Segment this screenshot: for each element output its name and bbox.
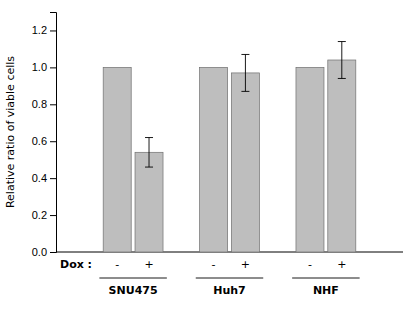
- condition-label: +: [241, 258, 250, 271]
- y-tick-label: 0.4: [32, 172, 47, 184]
- group-label: Huh7: [213, 284, 246, 297]
- y-tick-mark: [50, 104, 56, 105]
- bar: [328, 60, 356, 252]
- y-tick: 0.6: [32, 135, 56, 147]
- bar: [103, 67, 131, 252]
- bar: [296, 67, 324, 252]
- annotation: Dox :: [60, 258, 92, 271]
- group-label: SNU475: [109, 284, 158, 297]
- y-tick: 0.8: [32, 98, 56, 110]
- y-tick-label: 1.2: [32, 24, 47, 36]
- y-tick-mark: [50, 30, 56, 31]
- marks: [103, 42, 356, 252]
- group-label: NHF: [313, 284, 339, 297]
- condition-label: -: [308, 258, 312, 271]
- chart: 0.0 0.2 0.4 0.6 0.8 1.0 1.2 Relative ratio of v…: [0, 0, 413, 314]
- condition-label: -: [115, 258, 119, 271]
- y-axis-line: [50, 13, 57, 253]
- y-tick-label: 0.6: [32, 135, 47, 147]
- y-tick-mark: [50, 67, 56, 68]
- error-bar: [338, 42, 346, 79]
- condition-label: -: [212, 258, 216, 271]
- y-tick-mark: [50, 178, 56, 179]
- y-axis: 0.0 0.2 0.4 0.6 0.8 1.0 1.2: [32, 13, 57, 259]
- condition-label: +: [144, 258, 153, 271]
- y-tick-mark: [50, 252, 56, 253]
- y-tick-label: 0.0: [32, 246, 47, 258]
- group-rule: [196, 278, 263, 279]
- error-bar: [241, 54, 249, 91]
- error-bar: [145, 138, 153, 168]
- y-tick-label: 1.0: [32, 61, 47, 73]
- y-tick: 1.2: [32, 24, 56, 36]
- y-tick-mark: [50, 215, 56, 216]
- condition-label: +: [337, 258, 346, 271]
- y-tick: 0.0: [32, 246, 56, 258]
- bar: [231, 73, 259, 252]
- y-tick: 0.4: [32, 172, 56, 184]
- y-tick-label: 0.8: [32, 98, 47, 110]
- y-tick-mark: [50, 141, 56, 142]
- bar: [200, 67, 228, 252]
- y-axis-title: Relative ratio of viable cells: [4, 56, 17, 208]
- y-tick: 1.0: [32, 61, 56, 73]
- group-rule: [292, 278, 359, 279]
- x-annotations: Dox : - + SNU475 - + Huh7 - + NHF: [60, 258, 360, 297]
- y-tick-label: 0.2: [32, 209, 47, 221]
- group-rule: [99, 278, 166, 279]
- y-tick: 0.2: [32, 209, 56, 221]
- plot: 0.0 0.2 0.4 0.6 0.8 1.0 1.2 Relative ratio of v…: [4, 13, 403, 298]
